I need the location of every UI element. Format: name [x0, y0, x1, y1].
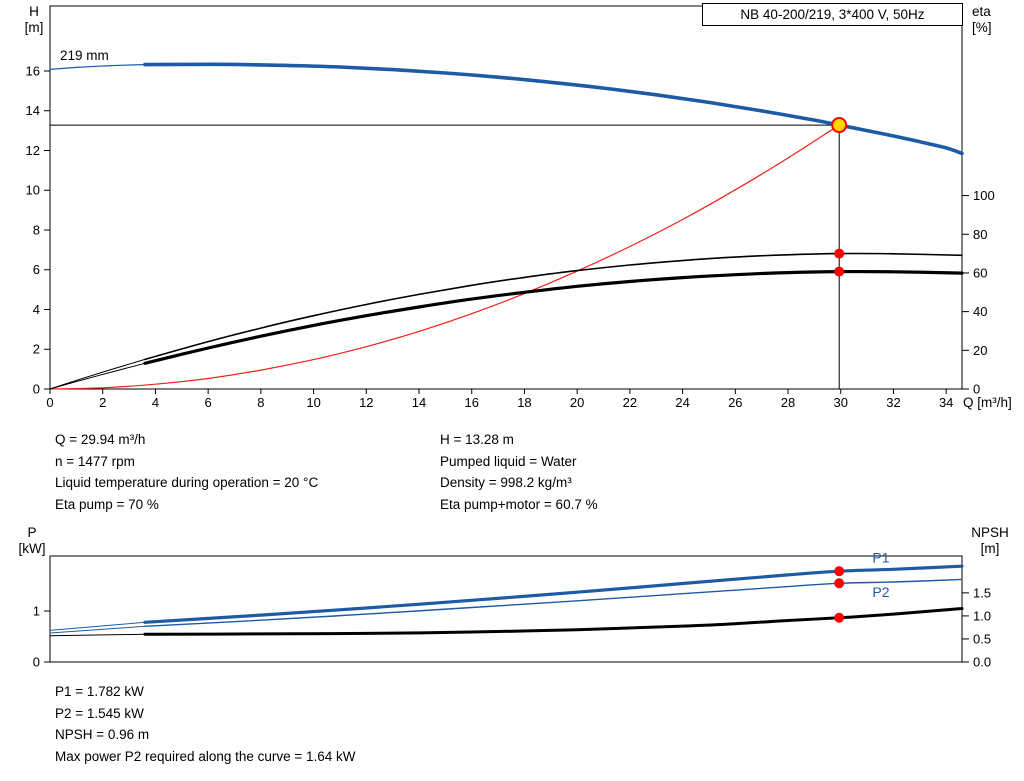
npsh-curve-lead — [49, 633, 146, 637]
p2-result-text: P2 = 1.545 kW — [55, 705, 144, 721]
power-npsh-chart: 0 1 0.0 0.5 1.0 1.5 P1 P2 — [33, 550, 991, 670]
x-tick-label: 2 — [99, 395, 106, 410]
y-left-tick-label: 10 — [26, 183, 40, 198]
eta-pump-motor-duty-point — [834, 266, 845, 277]
x-tick-label: 20 — [570, 395, 584, 410]
qh-curve-lead — [49, 63, 146, 70]
x-tick-label: 26 — [728, 395, 742, 410]
npsh-axis-title-line2: [m] — [980, 541, 1000, 556]
qh-eta-plot-frame — [49, 5, 963, 390]
density-text: Density = 998.2 kg/m³ — [440, 475, 572, 491]
npsh-duty-point — [834, 612, 845, 623]
y-left-tick-label: 4 — [33, 302, 40, 317]
results-block: P1 = 1.782 kW P2 = 1.545 kW NPSH = 0.96 … — [55, 681, 356, 767]
x-tick-label: 18 — [517, 395, 531, 410]
operating-data-right: H = 13.28 m Pumped liquid = Water Densit… — [440, 429, 598, 515]
npsh-axis-title-line1: NPSH — [971, 525, 1009, 540]
y-left-tick-label: 1 — [33, 604, 40, 619]
y-right-tick-label: 1.5 — [973, 585, 991, 600]
x-axis-title: Q [m³/h] — [963, 395, 1012, 410]
y-left-tick-label: 0 — [33, 382, 40, 397]
p1-curve-lead — [49, 621, 146, 631]
x-tick-label: 16 — [464, 395, 478, 410]
h-axis-title-line2: [m] — [24, 20, 44, 35]
y-right-tick-label: 80 — [973, 227, 987, 242]
y-left-tick-label: 6 — [33, 262, 40, 277]
p-axis-title-line1: P — [27, 525, 37, 540]
liquid-temperature-text: Liquid temperature during operation = 20… — [55, 475, 319, 491]
p2-curve-label: P2 — [872, 584, 889, 600]
y-left-tick-label: 8 — [33, 222, 40, 237]
x-tick-label: 28 — [781, 395, 795, 410]
duty-head-text: H = 13.28 m — [440, 432, 514, 447]
y-right-tick-label: 0 — [973, 382, 980, 397]
qh-eta-chart: 0 2 4 6 8 10 12 14 16 18 20 22 24 26 28 30 32 34024681012… — [26, 5, 995, 410]
duty-flow-text: Q = 29.94 m³/h — [55, 432, 146, 447]
p2-curve — [144, 578, 963, 627]
eta-axis-title: eta [%] — [972, 4, 992, 36]
p1-result-text: P1 = 1.782 kW — [55, 684, 144, 699]
eta-axis-title-line1: eta — [972, 4, 991, 19]
operating-data-left: Q = 29.94 m³/h n = 1477 rpm Liquid tempe… — [55, 429, 318, 515]
qh-curve — [143, 62, 964, 156]
eta-axis-title-line2: [%] — [972, 20, 992, 35]
h-axis-title-line1: H — [29, 4, 39, 19]
eta-pump-duty-point — [834, 248, 845, 259]
eta-pump-lead — [49, 358, 146, 390]
y-left-tick-label: 16 — [26, 63, 40, 78]
x-tick-label: 24 — [675, 395, 689, 410]
y-left-tick-label: 14 — [26, 103, 40, 118]
x-tick-label: 30 — [834, 395, 848, 410]
y-left-tick-label: 0 — [33, 655, 40, 670]
y-right-tick-label: 0.0 — [973, 655, 991, 670]
y-left-tick-label: 12 — [26, 143, 40, 158]
eta-pump-motor-lead — [49, 362, 146, 390]
eta-pump-motor-curve — [143, 269, 964, 365]
speed-text: n = 1477 rpm — [55, 453, 135, 469]
p1-duty-point — [834, 566, 845, 577]
eta-pump-curve — [144, 252, 963, 361]
x-tick-label: 32 — [886, 395, 900, 410]
x-tick-label: 14 — [412, 395, 426, 410]
eta-pump-motor-text: Eta pump+motor = 60.7 % — [440, 496, 598, 512]
y-right-tick-label: 60 — [973, 265, 987, 280]
p1-curve — [143, 564, 964, 624]
p2-curve-lead — [49, 625, 146, 634]
pumped-liquid-text: Pumped liquid = Water — [440, 453, 577, 469]
x-tick-label: 34 — [939, 395, 953, 410]
p2-duty-point — [834, 578, 845, 589]
y-right-tick-label: 20 — [973, 343, 987, 358]
x-tick-label: 8 — [257, 395, 264, 410]
p1-curve-label: P1 — [872, 550, 889, 566]
y-left-tick-label: 2 — [33, 342, 40, 357]
x-tick-label: 10 — [306, 395, 320, 410]
h-axis-title: H [m] — [16, 4, 52, 36]
y-right-tick-label: 0.5 — [973, 631, 991, 646]
x-tick-label: 6 — [205, 395, 212, 410]
y-right-tick-label: 1.0 — [973, 608, 991, 623]
y-right-tick-label: 40 — [973, 304, 987, 319]
npsh-result-text: NPSH = 0.96 m — [55, 727, 150, 743]
p-axis-title: P [kW] — [10, 525, 54, 557]
max-power-result-text: Max power P2 required along the curve = … — [55, 748, 356, 764]
duty-point — [831, 117, 848, 134]
system-curve — [49, 124, 840, 390]
x-tick-label: 12 — [359, 395, 373, 410]
impeller-diameter-label: 219 mm — [60, 48, 109, 63]
pump-title-box: NB 40-200/219, 3*400 V, 50Hz — [702, 3, 963, 26]
npsh-axis-title: NPSH [m] — [966, 525, 1014, 557]
x-tick-label: 22 — [623, 395, 637, 410]
eta-pump-text: Eta pump = 70 % — [55, 496, 159, 512]
x-tick-label: 0 — [46, 395, 53, 410]
y-right-tick-label: 100 — [973, 188, 995, 203]
p-axis-title-line2: [kW] — [18, 541, 46, 556]
x-tick-label: 4 — [152, 395, 159, 410]
